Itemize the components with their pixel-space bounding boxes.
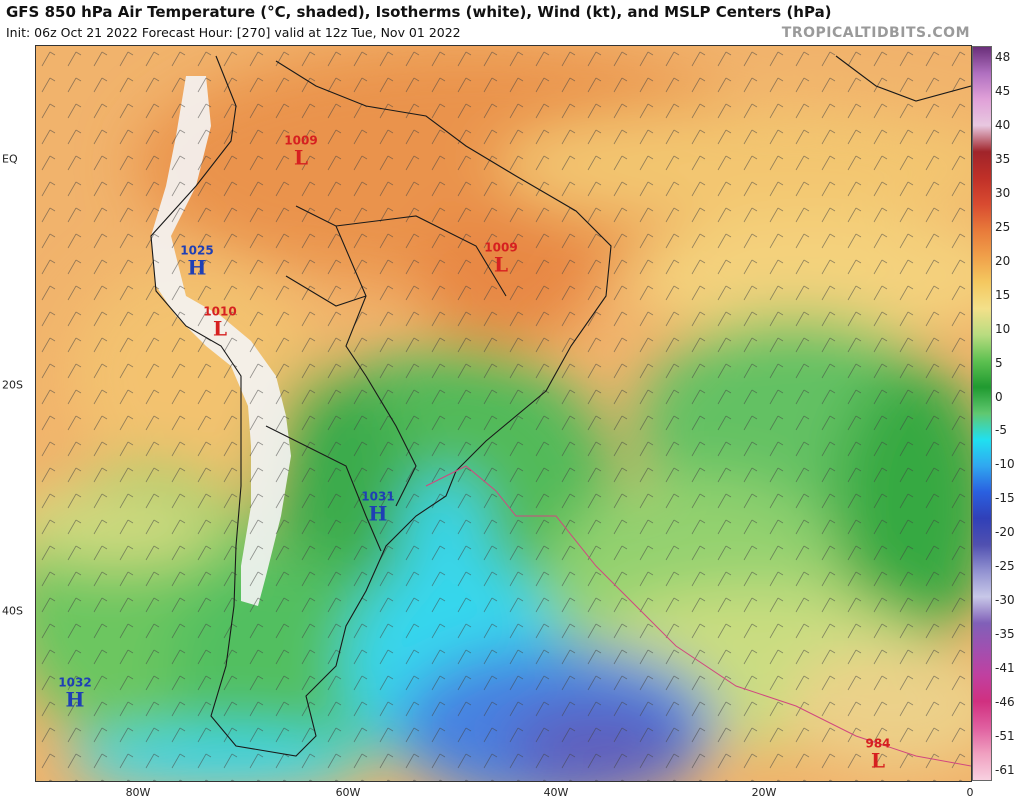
colorbar-tick-label: 35 [995,151,1011,166]
pressure-center-high: 1032 H [58,675,92,712]
coastlines [150,55,971,757]
colorbar-tick-label: 15 [995,287,1011,302]
colorbar-tick-label: -10 [995,457,1015,472]
colorbar-tick-label: 20 [995,253,1011,268]
colorbar-tick-label: 0 [995,389,1003,404]
colorbar-tick-label: -15 [995,491,1015,506]
latitude-label: 40S [2,604,23,618]
latitude-label: 20S [2,378,23,392]
colorbar-tick-label: 5 [995,355,1003,370]
colorbar-tick-label: 30 [995,185,1011,200]
colorbar-tick-label: -46 [995,695,1015,710]
pressure-center-high: 1025 H [180,243,214,280]
colorbar-tick-label: 40 [995,117,1011,132]
map-canvas [36,46,971,781]
colorbar-tick-label: -20 [995,525,1015,540]
pressure-center-low: 1009 L [284,133,318,170]
freezing-contour [425,465,971,767]
pressure-center-high: 1031 H [361,489,395,526]
temperature-map: 1009 L 1009 L 1025 H 1010 L 1031 H 1032 H 984 L [35,45,972,782]
map-subtitle: Init: 06z Oct 21 2022 Forecast Hour: [27… [6,25,461,40]
longitude-label: 40W [543,786,569,799]
colorbar-tick-label: -25 [995,559,1015,574]
temperature-colorbar [972,46,992,781]
colorbar-tick-label: -30 [995,593,1015,608]
colorbar-tick-label: 10 [995,321,1011,336]
colorbar-tick-label: 25 [995,219,1011,234]
colorbar-tick-label: -5 [995,423,1007,438]
colorbar-tick-label: -41 [995,661,1015,676]
colorbar-tick-label: 48 [995,50,1011,64]
brand-watermark: TROPICALTIDBITS.COM [781,25,970,41]
colorbar-tick-label: 45 [995,83,1011,98]
colorbar-tick-label: -61 [995,763,1015,777]
pressure-center-low: 984 L [865,736,891,773]
map-title: GFS 850 hPa Air Temperature (°C, shaded)… [6,3,832,21]
pressure-center-low: 1010 L [203,304,237,341]
longitude-label: 60W [335,786,361,799]
latitude-label: EQ [2,152,18,166]
pressure-center-low: 1009 L [484,240,518,277]
colorbar-tick-label: -51 [995,729,1015,744]
longitude-label: 20W [751,786,777,799]
longitude-label: 0 [966,786,974,799]
longitude-label: 80W [125,786,151,799]
colorbar-tick-label: -35 [995,627,1015,642]
